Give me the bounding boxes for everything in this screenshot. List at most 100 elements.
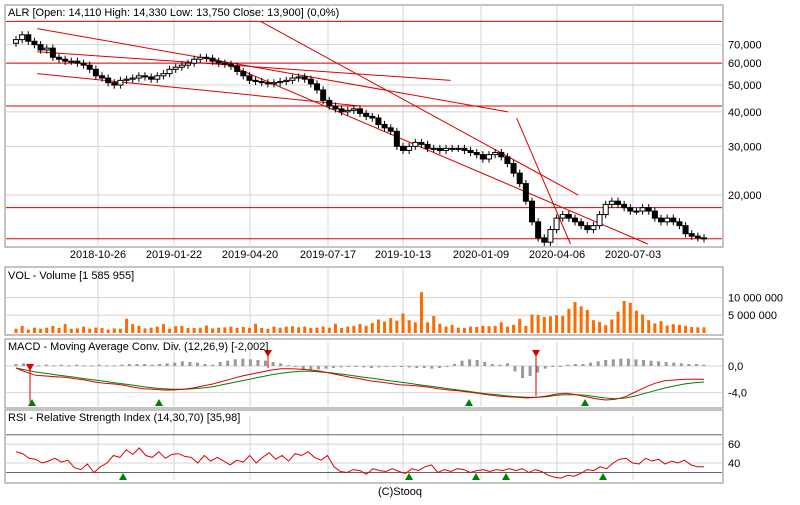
macd-histogram-bar bbox=[90, 365, 94, 367]
volume-bar bbox=[518, 318, 522, 333]
candle-body bbox=[320, 89, 327, 101]
candle-body bbox=[565, 214, 572, 219]
macd-histogram-bar bbox=[422, 366, 426, 368]
volume-bar bbox=[161, 324, 165, 333]
macd-histogram-bar bbox=[97, 364, 101, 366]
volume-bar bbox=[303, 326, 307, 333]
candle-body bbox=[436, 147, 443, 151]
volume-bar bbox=[407, 320, 411, 333]
volume-bar bbox=[309, 328, 313, 333]
price-candles bbox=[13, 31, 707, 246]
price-trendline bbox=[37, 28, 509, 113]
macd-histogram-bar bbox=[490, 364, 494, 366]
macd-histogram-bar bbox=[430, 366, 434, 369]
price-y-tick-label: 30,000 bbox=[728, 141, 762, 153]
volume-bar bbox=[69, 328, 73, 333]
candle-body bbox=[486, 154, 492, 160]
volume-bar bbox=[628, 302, 632, 333]
price-y-tick-label: 20,000 bbox=[728, 190, 762, 202]
candle-body bbox=[418, 141, 425, 145]
candle-body bbox=[387, 127, 394, 132]
candle-body bbox=[424, 143, 431, 149]
price-x-tick-label: 2020-01-09 bbox=[453, 249, 509, 261]
volume-bar bbox=[82, 326, 86, 333]
macd-y-tick-label: 0,0 bbox=[728, 361, 743, 373]
macd-signal-line bbox=[15, 367, 705, 400]
candle-body bbox=[283, 79, 290, 82]
macd-histogram-bar bbox=[634, 359, 638, 366]
macd-histogram-bar bbox=[347, 366, 351, 367]
candle-body bbox=[338, 108, 345, 113]
volume-bar bbox=[192, 328, 196, 333]
candle-body bbox=[258, 80, 265, 84]
macd-histogram-bar bbox=[687, 364, 691, 366]
rsi-signal-marker bbox=[405, 473, 413, 480]
volume-bar bbox=[45, 327, 49, 333]
candle-body bbox=[596, 214, 603, 227]
macd-histogram-bar bbox=[165, 363, 169, 366]
volume-bar bbox=[665, 325, 669, 333]
price-trendline bbox=[215, 58, 648, 245]
volume-bar bbox=[229, 326, 233, 333]
price-x-tick-label: 2019-07-17 bbox=[300, 249, 356, 261]
volume-bar bbox=[57, 328, 61, 333]
candle-body bbox=[578, 221, 585, 227]
candle-body bbox=[62, 58, 69, 62]
volume-bar bbox=[290, 326, 294, 333]
candle-body bbox=[516, 172, 523, 185]
candle-body bbox=[43, 47, 50, 51]
macd-histogram-bar bbox=[248, 359, 252, 366]
volume-bar bbox=[585, 309, 589, 333]
volume-bar bbox=[426, 322, 430, 333]
volume-bar bbox=[100, 328, 104, 333]
volume-bar bbox=[401, 313, 405, 333]
candle-body bbox=[240, 70, 247, 77]
macd-histogram-bar bbox=[460, 360, 464, 366]
volume-bar bbox=[536, 315, 540, 333]
candle-body bbox=[510, 163, 517, 174]
volume-bar bbox=[14, 328, 18, 333]
macd-histogram-bar bbox=[143, 364, 147, 366]
macd-histogram-bar bbox=[573, 364, 577, 366]
volume-panel-title: VOL - Volume [1 585 955] bbox=[8, 270, 134, 282]
volume-bar bbox=[653, 323, 657, 333]
macd-histogram-bar bbox=[74, 364, 78, 366]
volume-bar bbox=[696, 327, 700, 333]
volume-bar bbox=[20, 325, 24, 333]
candle-body bbox=[406, 145, 413, 151]
macd-histogram-bar bbox=[498, 364, 502, 366]
volume-bar bbox=[561, 315, 565, 333]
candle-body bbox=[99, 75, 105, 79]
candle-body bbox=[252, 79, 259, 82]
candle-body bbox=[688, 233, 695, 237]
price-trendline bbox=[37, 51, 451, 81]
volume-bar bbox=[591, 320, 595, 333]
price-x-tick-label: 2019-04-20 bbox=[222, 249, 278, 261]
volume-bar bbox=[389, 318, 393, 333]
macd-histogram-bar bbox=[407, 366, 411, 368]
candle-body bbox=[221, 62, 228, 65]
rsi-signal-marker bbox=[599, 473, 607, 480]
price-trendline bbox=[260, 20, 579, 196]
candle-body bbox=[307, 78, 314, 85]
candle-body bbox=[135, 75, 142, 79]
macd-histogram-bar bbox=[513, 366, 517, 372]
macd-histogram-bar bbox=[105, 365, 109, 367]
volume-bar bbox=[579, 306, 583, 333]
candle-body bbox=[160, 73, 167, 77]
volume-bar bbox=[327, 327, 331, 333]
candle-body bbox=[111, 82, 118, 86]
rsi-panel-title: RSI - Relative Strength Index (14,30,70)… bbox=[8, 412, 240, 424]
volume-bar bbox=[469, 326, 473, 333]
volume-bar bbox=[88, 328, 92, 333]
candle-body bbox=[602, 203, 609, 216]
macd-histogram-bar bbox=[392, 366, 396, 367]
candle-body bbox=[363, 112, 370, 117]
volume-bar bbox=[174, 326, 178, 333]
volume-bar bbox=[321, 326, 325, 333]
price-y-tick-label: 50,000 bbox=[728, 80, 762, 92]
volume-bar bbox=[690, 326, 694, 333]
rsi-y-tick-label: 60 bbox=[728, 439, 740, 451]
macd-histogram-bar bbox=[384, 366, 388, 367]
